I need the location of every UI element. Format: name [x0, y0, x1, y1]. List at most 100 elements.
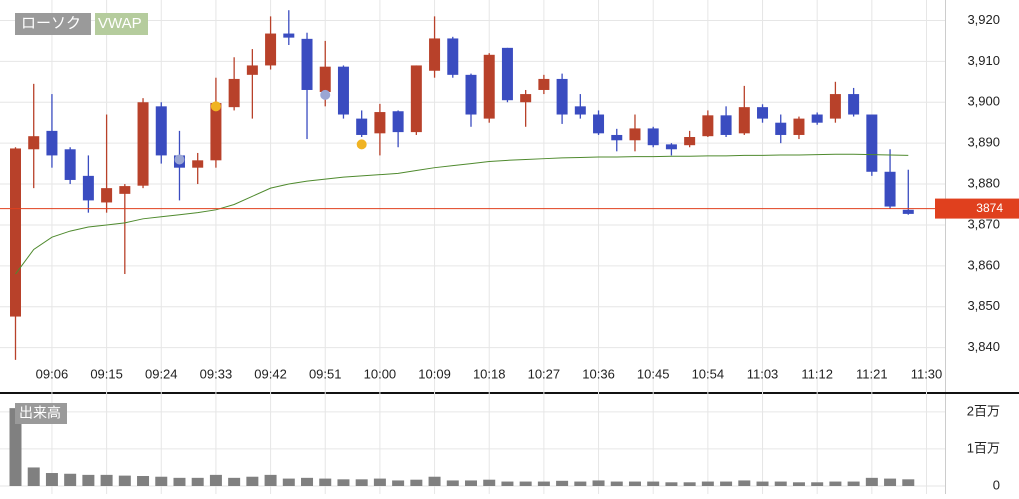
volume-bar	[665, 482, 678, 486]
volume-bar	[191, 477, 204, 486]
candle-body	[265, 33, 277, 66]
candle-body	[793, 118, 805, 135]
volume-bar	[355, 479, 368, 486]
candle-body	[429, 38, 441, 71]
volume-bar	[610, 481, 623, 486]
y-tick-label: 3,840	[967, 339, 1000, 354]
candle-body	[811, 114, 823, 123]
candle-body	[556, 78, 568, 115]
candle-body	[902, 209, 914, 214]
y-tick-label: 3,900	[967, 94, 1000, 109]
candle-body	[465, 74, 477, 115]
volume-bar	[319, 478, 332, 486]
candle-body	[374, 112, 386, 134]
signal-marker	[174, 154, 185, 165]
volume-bar	[82, 474, 95, 486]
y-tick-label: 3,920	[967, 12, 1000, 27]
x-tick-label: 10:54	[692, 366, 725, 381]
candle-body	[210, 103, 222, 161]
candle-body	[319, 66, 331, 93]
volume-bar	[155, 476, 168, 486]
volume-bar	[209, 474, 222, 486]
volume-bar	[501, 481, 514, 486]
candle-body	[829, 94, 841, 119]
volume-bar	[446, 480, 459, 486]
vwap-line	[15, 153, 909, 275]
volume-bar	[774, 481, 787, 486]
panel-title: 出来高	[19, 405, 61, 421]
x-tick-label: 10:00	[364, 366, 397, 381]
legend-box	[15, 13, 91, 35]
candle-body	[647, 128, 659, 146]
last-price-box	[935, 198, 1019, 219]
volume-bar	[792, 482, 805, 486]
candle-body	[629, 128, 641, 141]
x-tick-label: 10:45	[637, 366, 670, 381]
volume-bar	[173, 477, 186, 486]
volume-bar	[45, 473, 58, 486]
candle-body	[46, 130, 58, 156]
volume-bar	[756, 481, 769, 486]
volume-bar	[683, 482, 696, 486]
legend-label: ローソク	[21, 15, 81, 32]
candle-body	[757, 107, 769, 119]
y-tick-label: 3,850	[967, 298, 1000, 313]
x-tick-label: 09:15	[90, 366, 123, 381]
volume-bar	[865, 477, 878, 486]
volume-bar	[884, 478, 897, 486]
candle-body	[775, 122, 787, 135]
candle-body	[593, 114, 605, 134]
last-price-label: 3874	[976, 201, 1003, 215]
x-tick-label: 09:42	[254, 366, 287, 381]
candle-body	[356, 118, 368, 135]
candle-body	[720, 115, 732, 135]
candle-body	[155, 106, 167, 156]
volume-bar	[720, 481, 733, 486]
volume-bar	[428, 476, 441, 486]
volume-bar	[118, 475, 131, 486]
candle-body	[82, 175, 94, 201]
candle-body	[447, 38, 459, 75]
volume-bar	[100, 474, 113, 486]
volume-bar	[27, 467, 40, 486]
volume-bar	[628, 481, 641, 486]
x-tick-label: 09:06	[36, 366, 69, 381]
volume-bar	[282, 478, 295, 486]
volume-bar	[574, 481, 587, 486]
y-tick-label: 3,910	[967, 53, 1000, 68]
volume-bar	[537, 481, 550, 486]
volume-bar	[556, 480, 569, 486]
volume-bar	[829, 481, 842, 486]
volume-bar	[465, 480, 477, 486]
volume-bar	[337, 479, 350, 486]
y-tick-label: 3,870	[967, 216, 1000, 231]
candle-body	[392, 111, 404, 133]
volume-bar	[519, 481, 532, 486]
candle-body	[64, 149, 76, 180]
volume-bar	[373, 478, 386, 486]
volume-bar	[902, 479, 915, 486]
volume-bar	[392, 480, 405, 486]
y-tick-label: 1百万	[967, 440, 1000, 455]
volume-bar	[228, 477, 241, 486]
volume-bar	[137, 475, 150, 486]
candle-body	[574, 106, 586, 115]
candle-body	[538, 78, 550, 90]
y-tick-label: 3,860	[967, 257, 1000, 272]
x-tick-label: 09:33	[200, 366, 233, 381]
volume-bar	[301, 477, 314, 486]
candle-body	[866, 114, 878, 172]
x-tick-label: 11:12	[801, 366, 833, 381]
panel-title-box	[15, 403, 67, 424]
volume-bar	[738, 480, 751, 486]
candle-body	[101, 188, 113, 203]
candle-body	[848, 94, 860, 115]
y-tick-label: 2百万	[967, 403, 1000, 418]
candle-body	[246, 65, 258, 75]
volume-bar	[246, 476, 259, 486]
candle-body	[738, 107, 750, 134]
volume-bar	[811, 482, 824, 486]
volume-bar	[847, 481, 860, 486]
